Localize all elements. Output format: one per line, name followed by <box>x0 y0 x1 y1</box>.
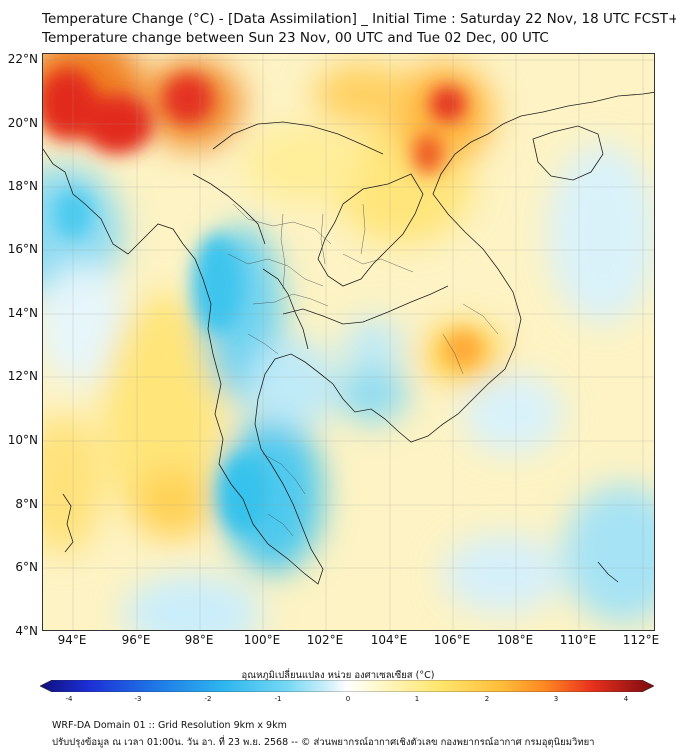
lon-label-110: 110°E <box>559 633 597 647</box>
graticule <box>43 54 654 630</box>
hot-spots <box>43 69 481 534</box>
lat-label-8: 8°N <box>15 497 38 511</box>
lon-label-112: 112°E <box>622 633 660 647</box>
lat-label-10: 10°N <box>7 433 38 447</box>
colorbar-tick: 1 <box>414 695 420 703</box>
lat-label-20: 20°N <box>7 116 38 130</box>
lon-label-100: 100°E <box>243 633 281 647</box>
lon-label-104: 104°E <box>370 633 408 647</box>
colorbar-title: อุณหภูมิเปลี่ยนแปลง หน่วย องศาเซลเซียส (… <box>241 670 435 681</box>
lon-label-98: 98°E <box>184 633 214 647</box>
colorbar-tick: -2 <box>204 695 212 703</box>
colorbar-ramp <box>40 680 654 692</box>
lat-label-6: 6°N <box>15 560 38 574</box>
lon-label-96: 96°E <box>121 633 151 647</box>
lon-label-94: 94°E <box>57 633 87 647</box>
lat-label-16: 16°N <box>7 242 38 256</box>
colorbar-tick: 2 <box>484 695 490 703</box>
coastlines <box>43 91 654 585</box>
footer-credit: ปรับปรุงข้อมูล ณ เวลา 01:00น. วัน อา. ที… <box>52 737 595 748</box>
colorbar-tick: -1 <box>274 695 282 703</box>
lat-label-12: 12°N <box>7 369 38 383</box>
lat-label-4: 4°N <box>15 624 38 638</box>
colorbar <box>40 680 654 692</box>
colorbar-tick: -4 <box>65 695 73 703</box>
map-title: Temperature Change (°C) - [Data Assimila… <box>42 11 676 27</box>
map-canvas <box>43 54 654 630</box>
lon-label-106: 106°E <box>433 633 471 647</box>
temperature-change-map[interactable] <box>42 53 655 631</box>
map-subtitle: Temperature change between Sun 23 Nov, 0… <box>42 30 549 46</box>
colorbar-tick: -3 <box>134 695 142 703</box>
lat-label-14: 14°N <box>7 306 38 320</box>
colorbar-tick: 0 <box>345 695 351 703</box>
lon-label-102: 102°E <box>306 633 344 647</box>
colorbar-tick: 3 <box>553 695 559 703</box>
colorbar-tick: 4 <box>623 695 629 703</box>
footer-model-info: WRF-DA Domain 01 :: Grid Resolution 9km … <box>52 720 287 731</box>
lat-label-22: 22°N <box>7 52 38 66</box>
lon-label-108: 108°E <box>496 633 534 647</box>
province-borders <box>227 203 499 537</box>
lat-label-18: 18°N <box>7 179 38 193</box>
